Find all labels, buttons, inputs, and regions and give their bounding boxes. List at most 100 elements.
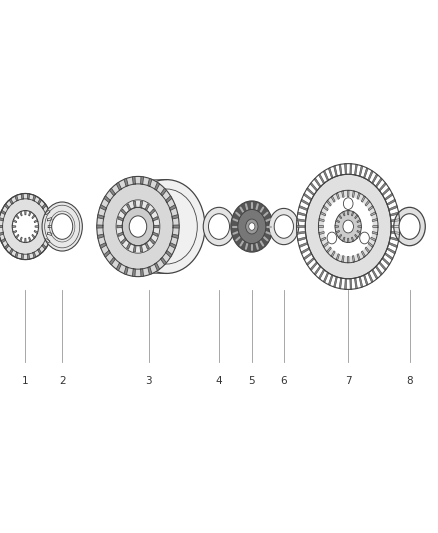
Polygon shape bbox=[154, 225, 159, 228]
Polygon shape bbox=[327, 247, 331, 253]
Polygon shape bbox=[161, 257, 166, 265]
Polygon shape bbox=[379, 182, 386, 191]
Polygon shape bbox=[97, 225, 103, 228]
Polygon shape bbox=[155, 182, 160, 190]
Polygon shape bbox=[336, 230, 339, 233]
Circle shape bbox=[399, 214, 420, 239]
Polygon shape bbox=[327, 200, 331, 206]
Polygon shape bbox=[328, 274, 333, 285]
Polygon shape bbox=[372, 269, 378, 279]
Polygon shape bbox=[25, 211, 26, 215]
Polygon shape bbox=[339, 278, 342, 289]
Polygon shape bbox=[379, 262, 386, 271]
Polygon shape bbox=[301, 199, 310, 205]
Polygon shape bbox=[47, 217, 52, 221]
Polygon shape bbox=[347, 238, 349, 243]
Circle shape bbox=[394, 207, 425, 246]
Polygon shape bbox=[34, 230, 38, 233]
Text: 6: 6 bbox=[280, 376, 287, 386]
Polygon shape bbox=[352, 191, 355, 197]
Polygon shape bbox=[367, 272, 373, 282]
Polygon shape bbox=[133, 245, 136, 252]
Polygon shape bbox=[339, 235, 342, 238]
Polygon shape bbox=[297, 237, 307, 241]
Polygon shape bbox=[38, 249, 42, 254]
Polygon shape bbox=[367, 171, 373, 181]
Polygon shape bbox=[0, 232, 4, 236]
Polygon shape bbox=[132, 176, 135, 184]
Circle shape bbox=[203, 207, 235, 246]
Polygon shape bbox=[343, 237, 345, 241]
Polygon shape bbox=[170, 243, 176, 248]
Polygon shape bbox=[355, 215, 358, 219]
Polygon shape bbox=[347, 190, 349, 197]
Polygon shape bbox=[97, 215, 104, 219]
Polygon shape bbox=[357, 230, 360, 233]
Polygon shape bbox=[382, 188, 390, 196]
Polygon shape bbox=[161, 188, 166, 196]
Polygon shape bbox=[27, 193, 30, 199]
Polygon shape bbox=[104, 196, 110, 203]
Polygon shape bbox=[148, 179, 152, 187]
Circle shape bbox=[269, 208, 299, 245]
Polygon shape bbox=[339, 164, 342, 175]
Polygon shape bbox=[104, 251, 110, 257]
Polygon shape bbox=[343, 212, 345, 216]
Circle shape bbox=[116, 200, 160, 253]
Polygon shape bbox=[331, 196, 335, 202]
Polygon shape bbox=[357, 192, 360, 199]
Polygon shape bbox=[148, 266, 152, 274]
Polygon shape bbox=[328, 168, 333, 179]
Polygon shape bbox=[32, 215, 35, 219]
Polygon shape bbox=[4, 204, 9, 209]
Circle shape bbox=[42, 202, 82, 251]
Polygon shape bbox=[28, 212, 31, 216]
Text: 8: 8 bbox=[406, 376, 413, 386]
Polygon shape bbox=[20, 237, 22, 241]
Polygon shape bbox=[314, 178, 321, 187]
Polygon shape bbox=[116, 263, 121, 271]
Polygon shape bbox=[166, 251, 172, 257]
Polygon shape bbox=[307, 257, 314, 265]
Polygon shape bbox=[48, 225, 53, 228]
Polygon shape bbox=[110, 257, 115, 265]
Polygon shape bbox=[124, 179, 128, 187]
Polygon shape bbox=[45, 210, 50, 215]
Polygon shape bbox=[391, 219, 400, 222]
Polygon shape bbox=[342, 191, 344, 197]
Polygon shape bbox=[372, 231, 378, 235]
Circle shape bbox=[246, 219, 258, 234]
Polygon shape bbox=[323, 272, 329, 282]
Polygon shape bbox=[391, 225, 400, 228]
Polygon shape bbox=[371, 212, 376, 216]
Polygon shape bbox=[140, 201, 143, 208]
Polygon shape bbox=[149, 238, 155, 244]
Polygon shape bbox=[323, 243, 328, 247]
Text: 4: 4 bbox=[215, 376, 223, 386]
Polygon shape bbox=[32, 235, 35, 238]
Text: 1: 1 bbox=[22, 376, 29, 386]
Polygon shape bbox=[149, 209, 155, 215]
Polygon shape bbox=[42, 204, 46, 209]
Circle shape bbox=[208, 214, 230, 239]
Polygon shape bbox=[121, 238, 127, 244]
Polygon shape bbox=[13, 230, 17, 233]
Polygon shape bbox=[350, 279, 352, 289]
Polygon shape bbox=[351, 212, 354, 216]
Polygon shape bbox=[373, 225, 378, 228]
Circle shape bbox=[343, 198, 353, 209]
Polygon shape bbox=[140, 245, 143, 252]
Polygon shape bbox=[359, 277, 363, 287]
Circle shape bbox=[249, 223, 255, 230]
Circle shape bbox=[335, 211, 361, 243]
Polygon shape bbox=[299, 243, 308, 247]
Polygon shape bbox=[97, 234, 104, 238]
Polygon shape bbox=[47, 232, 52, 236]
Circle shape bbox=[274, 215, 293, 238]
Polygon shape bbox=[152, 216, 158, 221]
Polygon shape bbox=[121, 209, 127, 215]
Polygon shape bbox=[336, 192, 339, 199]
Polygon shape bbox=[320, 212, 326, 216]
Polygon shape bbox=[364, 274, 368, 285]
Polygon shape bbox=[372, 219, 378, 222]
